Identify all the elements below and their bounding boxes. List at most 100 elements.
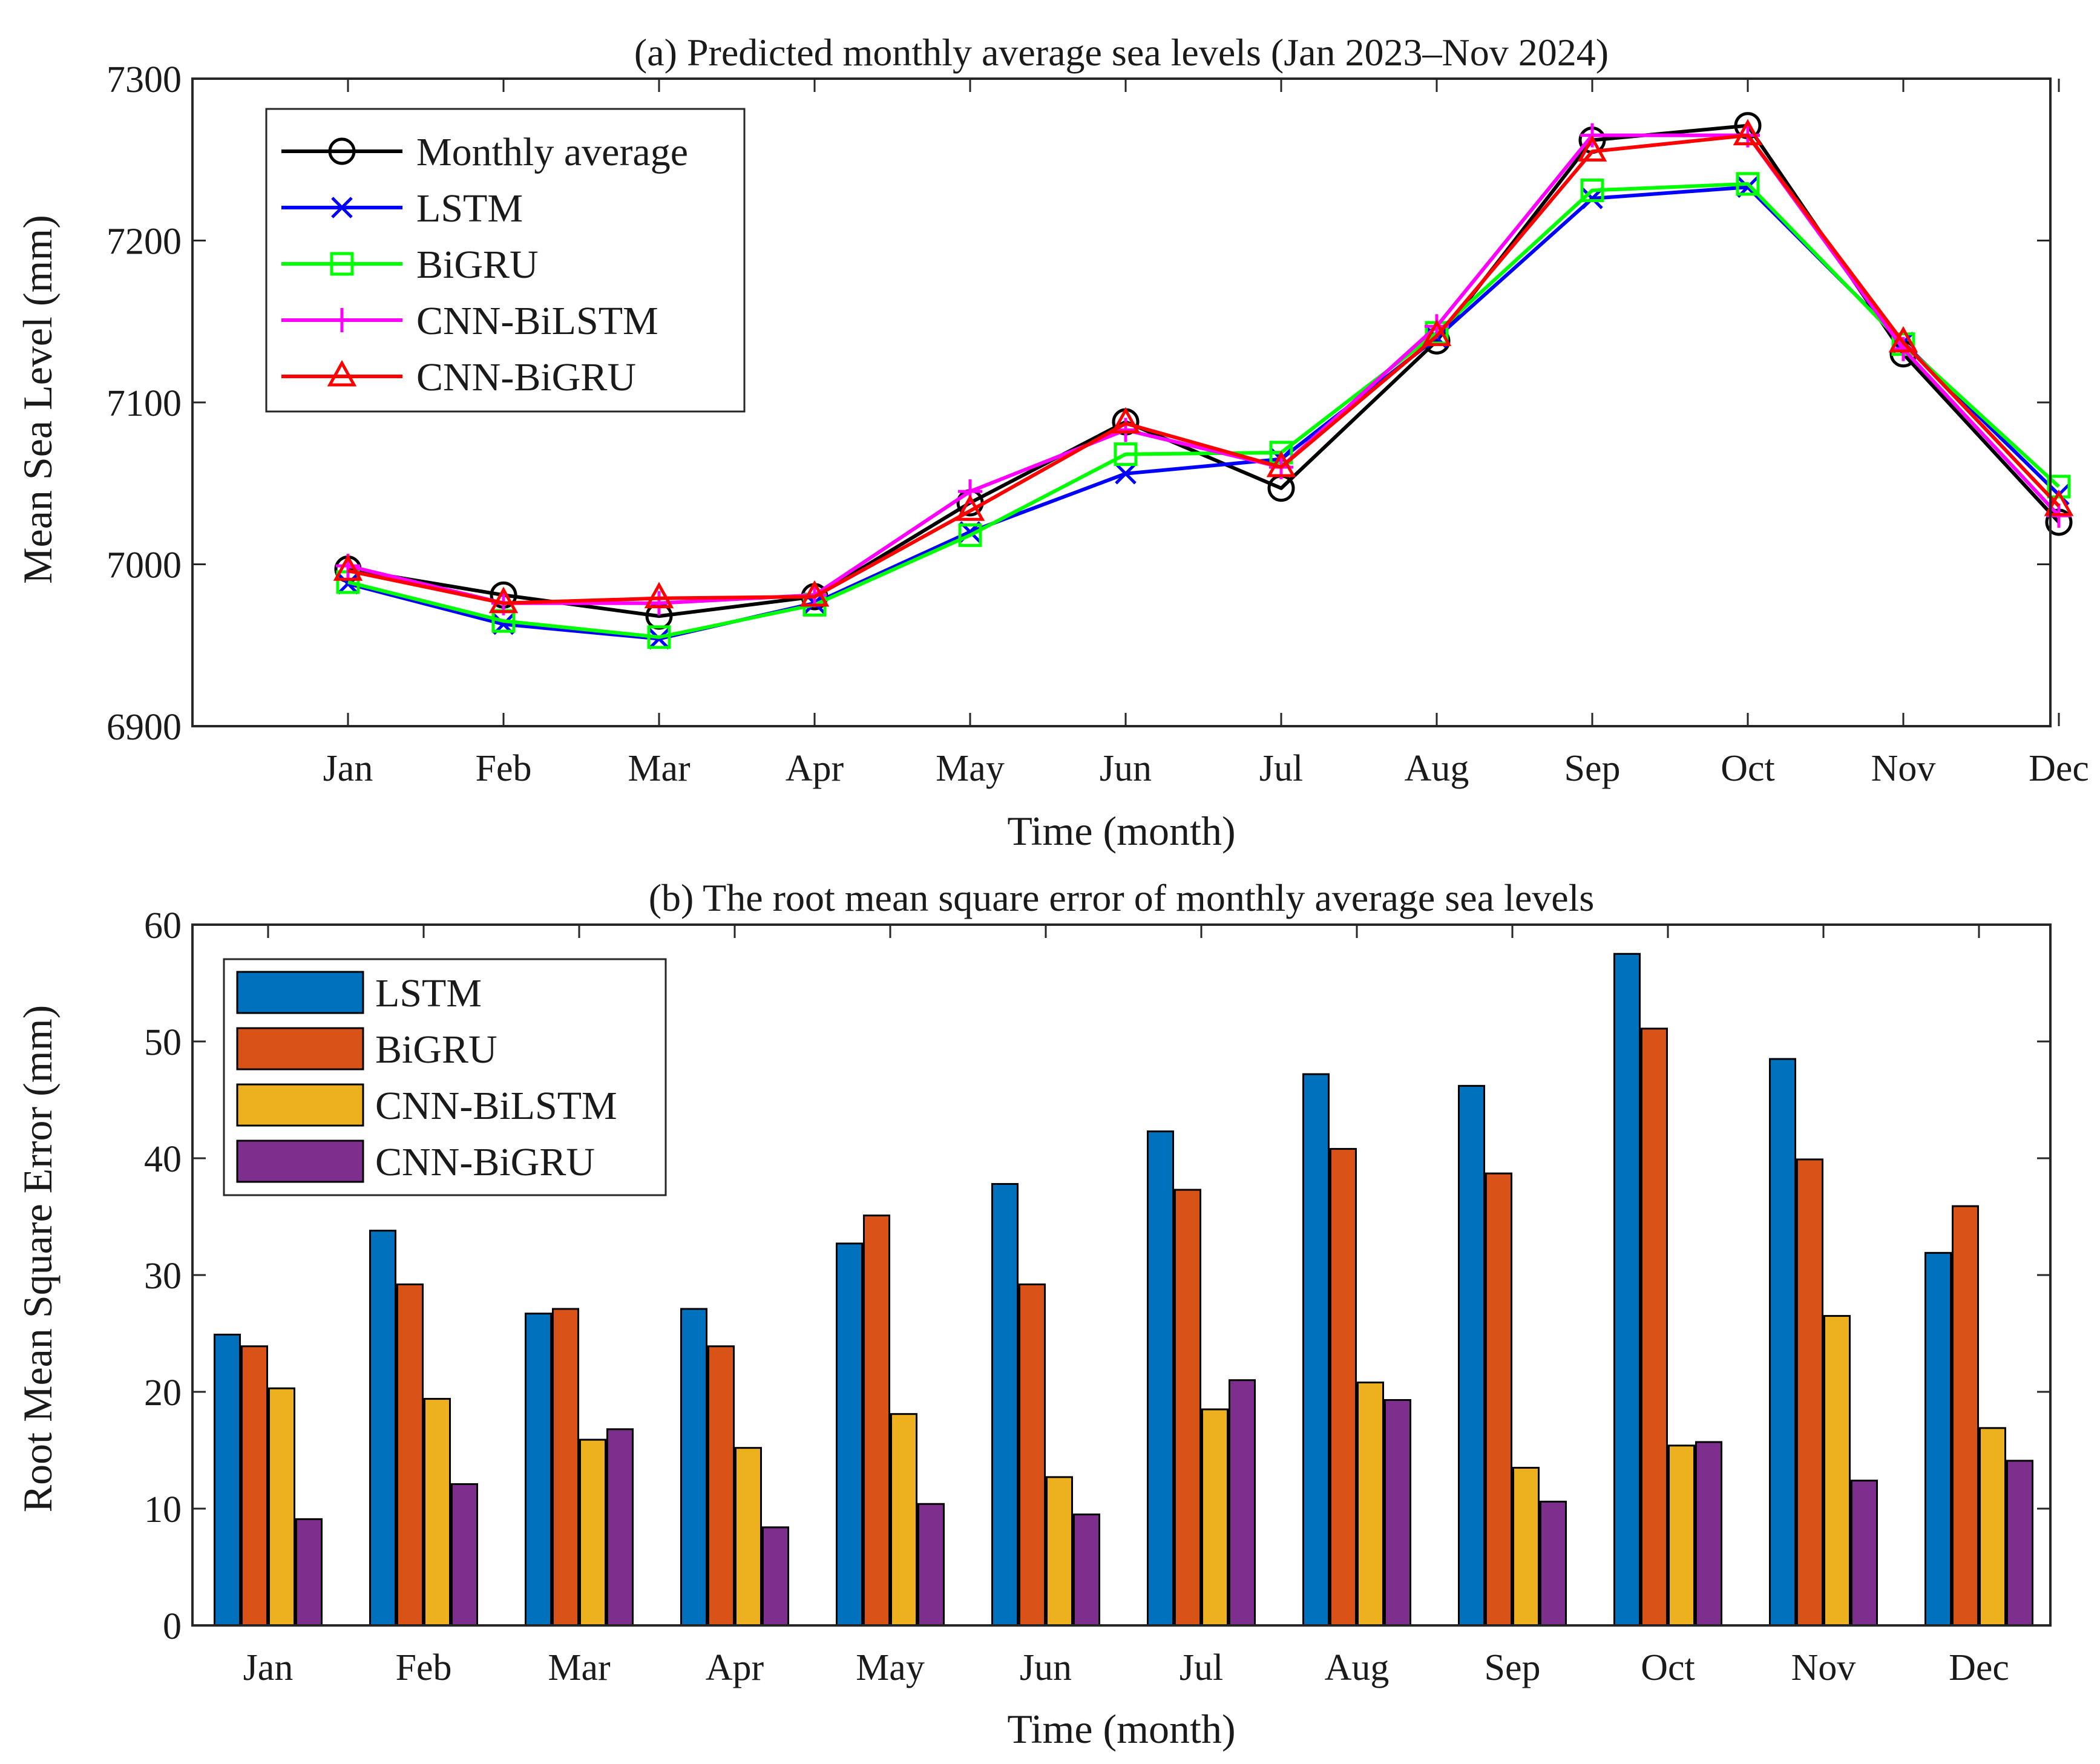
chart-b-y-tick-label: 30 [144, 1256, 182, 1297]
chart-b-bar-cnn-bigru [917, 1503, 945, 1627]
chart-b-bar-cnn-bilstm [735, 1447, 762, 1627]
chart-a-point-cnn-bigru [1266, 450, 1296, 477]
chart-a-legend-label: LSTM [416, 186, 523, 231]
chart-b-bar-bigru [552, 1308, 579, 1627]
chart-b-title: (b) The root mean square error of monthl… [649, 876, 1595, 919]
chart-a-series-cnn-bigru [333, 119, 2074, 614]
chart-b-bar-lstm [991, 1182, 1019, 1627]
chart-a-point-bigru [1580, 179, 1604, 203]
chart-b-x-tick-label: Feb [396, 1647, 452, 1688]
chart-a-point-cnn-bigru [1422, 320, 1452, 346]
chart-b-bar-lstm [1147, 1130, 1174, 1627]
chart-a-legend-marker [327, 359, 357, 387]
chart-b-legend-swatch [236, 1139, 364, 1183]
chart-b-bar-cnn-bilstm [890, 1413, 917, 1627]
chart-a-point-cnn-bigru [488, 586, 519, 614]
chart-b-bar-lstm [680, 1308, 707, 1627]
chart-a-point-cnn-bigru [955, 494, 985, 521]
chart-b-bar-cnn-bigru [295, 1518, 323, 1627]
chart-b-bar-cnn-bilstm [1823, 1315, 1851, 1627]
chart-a-point-lstm [1115, 462, 1137, 485]
chart-b-legend-swatch [236, 971, 364, 1014]
chart-b-group-jul [1147, 1130, 1256, 1627]
chart-a-point-cnn-bigru [1577, 135, 1607, 162]
chart-a-y-axis-label: Mean Sea Level (mm) [15, 215, 61, 584]
chart-b-bar-cnn-bilstm [1979, 1427, 2006, 1627]
chart-b-bar-cnn-bilstm [579, 1438, 606, 1627]
chart-a-point-cnn-bigru [644, 582, 674, 609]
chart-a-legend-item-cnn-bigru: CNN-BiGRU [281, 355, 636, 399]
chart-a-legend: Monthly average LSTM BiGRU CNN-BiLSTM CNN-Bi… [265, 108, 746, 413]
chart-b-legend-item-cnn-bilstm: CNN-BiLSTM [236, 1083, 617, 1128]
chart-b-bar-bigru [1952, 1205, 1979, 1627]
chart-a-point-lstm [1581, 188, 1603, 209]
chart-b-bar-cnn-bigru [1073, 1513, 1100, 1627]
chart-a-line-cnn-bigru [347, 133, 2061, 605]
chart-b-legend-label: BiGRU [375, 1028, 497, 1072]
chart-b-bar-lstm [1302, 1073, 1330, 1627]
chart-a-legend-marker [328, 137, 356, 165]
chart-a-x-tick-label: Apr [786, 748, 844, 789]
chart-a-point-cnn-bigru [1111, 407, 1141, 434]
chart-a-line-bigru [347, 182, 2061, 639]
chart-b-x-tick-label: May [856, 1647, 925, 1688]
chart-a-y-tick-label: 7100 [107, 383, 182, 424]
chart-b-bar-bigru [1174, 1189, 1201, 1627]
chart-b-group-aug [1302, 1073, 1411, 1627]
chart-a-legend-box [265, 108, 746, 413]
chart-a-x-tick-label: Jan [323, 748, 373, 789]
chart-b-group-mar [525, 1308, 634, 1627]
chart-b-ticks: 0 10 20 30 40 50 60 Jan Feb Mar Apr May Jun Jul Aug Sep… [144, 905, 2050, 1688]
chart-b-bar-bigru [1330, 1148, 1357, 1627]
chart-b-bar-lstm [1458, 1084, 1485, 1627]
chart-b-legend: LSTM BiGRU CNN-BiLSTM CNN-BiGRU [223, 958, 667, 1196]
chart-b-bar-bigru [1485, 1172, 1512, 1627]
chart-b-bars [214, 952, 2033, 1627]
chart-b-bar-cnn-bigru [762, 1526, 789, 1627]
chart-a-point-bigru [647, 625, 671, 649]
chart-a-legend-marker [330, 308, 354, 332]
chart-b-legend-label: LSTM [375, 971, 482, 1015]
chart-a-legend-item-monthly-average: Monthly average [281, 130, 688, 174]
chart-a-legend-label: CNN-BiGRU [416, 355, 636, 399]
chart-b-bar-bigru [1796, 1158, 1823, 1627]
chart-a-x-tick-label: May [936, 748, 1005, 789]
chart-b-y-tick-label: 40 [144, 1139, 182, 1180]
chart-a-legend-label: CNN-BiLSTM [416, 299, 658, 343]
chart-b-bar-lstm [1769, 1058, 1796, 1627]
chart-b-bar-cnn-bilstm [424, 1398, 451, 1627]
chart-a-x-tick-label: Aug [1405, 748, 1469, 789]
chart-b-legend-swatch [236, 1027, 364, 1071]
chart-a-x-tick-label: Mar [628, 748, 691, 789]
chart-b-legend-item-bigru: BiGRU [236, 1027, 497, 1072]
panel-b-bar-chart: (b) The root mean square error of monthl… [15, 876, 2052, 1752]
chart-b-bar-bigru [1019, 1283, 1046, 1627]
chart-a-legend-label: BiGRU [416, 243, 539, 287]
chart-a-x-tick-label: Dec [2029, 748, 2089, 789]
chart-a-ticks: 6900 7000 7100 7200 7300 Jan Feb Mar Apr May Jun Ju… [107, 59, 2089, 789]
chart-a-series [333, 112, 2074, 650]
chart-b-legend-item-cnn-bigru: CNN-BiGRU [236, 1139, 595, 1184]
chart-a-legend-item-cnn-bilstm: CNN-BiLSTM [281, 299, 658, 343]
chart-b-x-tick-label: Dec [1949, 1647, 2009, 1688]
chart-b-y-axis-label: Root Mean Square Error (mm) [15, 1005, 61, 1512]
chart-a-legend-marker [330, 252, 354, 276]
chart-a-y-tick-label: 7300 [107, 59, 182, 100]
chart-b-y-tick-label: 0 [163, 1606, 182, 1647]
chart-b-bar-bigru [396, 1283, 424, 1627]
chart-b-legend-label: CNN-BiLSTM [375, 1084, 617, 1128]
chart-a-y-tick-label: 7200 [107, 221, 182, 263]
chart-b-x-tick-label: Oct [1641, 1647, 1695, 1688]
chart-b-legend-label: CNN-BiGRU [375, 1140, 595, 1184]
chart-b-bar-cnn-bilstm [1201, 1408, 1229, 1627]
chart-a-x-tick-label: Jul [1259, 748, 1303, 789]
chart-a-point-cnn-bigru [1888, 326, 1918, 353]
chart-b-bar-bigru [863, 1215, 890, 1627]
chart-a-x-tick-label: Jun [1100, 748, 1152, 789]
chart-a-point-cnn-bigru [799, 580, 830, 607]
chart-b-bar-cnn-bigru [1851, 1480, 1878, 1627]
chart-b-axes-box [191, 923, 2052, 1627]
chart-a-legend-label: Monthly average [416, 130, 688, 174]
chart-b-bar-lstm [1924, 1251, 1952, 1627]
chart-b-bar-cnn-bigru [1540, 1500, 1567, 1627]
